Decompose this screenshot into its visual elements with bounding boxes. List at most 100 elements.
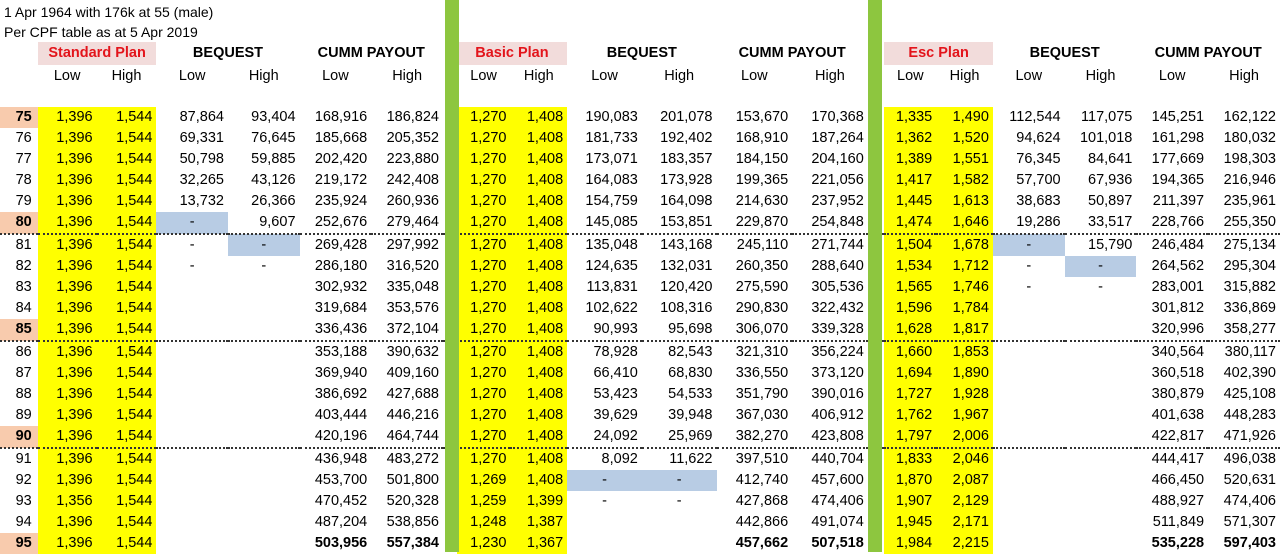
esc-cumm-payout-high-cell: 255,350 [1208, 212, 1280, 235]
esc-cumm-payout-low-cell: 301,812 [1151, 300, 1205, 316]
basic-payout-low-cell: 1,270 [456, 170, 511, 191]
basic-payout-high-cell: 1,408 [510, 234, 568, 256]
basic-bequest-low-cell: 181,733 [585, 130, 638, 146]
basic-bequest-low-cell: 113,831 [586, 279, 638, 295]
esc-payout-low-cell: 1,565 [884, 277, 937, 298]
esc-bequest-high-cell [1065, 512, 1137, 533]
esc-payout-low-cell: 1,945 [884, 512, 937, 533]
standard-bequest-high-cell [228, 512, 300, 533]
source-note: Per CPF table as at 5 Apr 2019 [4, 24, 198, 40]
basic-cumm-payout-low-cell: 245,110 [736, 237, 789, 253]
basic-payout-high-cell: 1,408 [510, 448, 568, 470]
standard-cumm-payout-low-cell: 336,436 [299, 319, 372, 342]
low-label: Low [741, 67, 768, 84]
standard-payout-high-cell: 1,544 [96, 212, 157, 235]
esc-cumm-payout-low-cell: 228,766 [1136, 212, 1209, 235]
standard-bequest-low-cell [156, 363, 228, 384]
basic-payout-header: CUMM PAYOUT [738, 45, 846, 61]
standard-cumm-payout-low-cell: 252,676 [299, 212, 372, 235]
esc-bequest-low-cell [993, 298, 1065, 319]
age-cell: 79 [15, 193, 32, 209]
esc-cumm-payout-high-cell: 295,304 [1223, 258, 1276, 274]
esc-bequest-high-cell: 84,641 [1088, 151, 1133, 167]
esc-payout-high-cell: 1,582 [936, 170, 993, 191]
standard-bequest-high-cell [228, 491, 300, 512]
standard-cumm-payout-low-cell: 168,916 [314, 109, 368, 125]
standard-payout-high-cell: 1,544 [96, 426, 157, 449]
esc-payout-low-cell: 1,417 [884, 170, 937, 191]
esc-cumm-payout-high-cell: 496,038 [1223, 451, 1276, 467]
standard-payout-low-cell: 1,396 [37, 170, 97, 191]
basic-bequest-low-cell: 90,993 [567, 319, 642, 342]
basic-bequest-low-cell: 8,092 [601, 451, 638, 467]
table-row: 82 1,396 1,544 - - 286,180 316,520 1,270 1,408 12… [0, 256, 1280, 277]
esc-cumm-payout-low-cell: 488,927 [1151, 493, 1205, 509]
standard-cumm-payout-high-cell: 427,688 [386, 386, 439, 402]
standard-cumm-payout-low-cell: 487,204 [314, 514, 368, 530]
standard-cumm-payout-low-cell: 503,956 [314, 535, 368, 551]
age-cell: 95 [0, 533, 38, 554]
age-cell: 83 [15, 279, 32, 295]
basic-cumm-payout-high-cell: 254,848 [792, 212, 868, 235]
basic-payout-low-cell: 1,270 [456, 191, 511, 212]
standard-payout-high-cell: 1,544 [96, 191, 157, 212]
standard-cumm-payout-low-cell: 386,692 [314, 386, 368, 402]
standard-bequest-low-cell [156, 491, 228, 512]
standard-payout-high-cell: 1,544 [96, 448, 157, 470]
esc-payout-low-cell: 1,870 [884, 470, 937, 491]
standard-bequest-high-cell: 26,366 [251, 193, 296, 209]
standard-payout-low-cell: 1,396 [37, 256, 97, 277]
age-cell: 80 [0, 212, 38, 235]
basic-payout-low-cell: 1,270 [456, 107, 511, 128]
standard-cumm-payout-high-cell: 353,576 [386, 300, 439, 316]
standard-bequest-high-cell [228, 470, 300, 491]
standard-payout-high-cell: 1,544 [96, 341, 157, 363]
green-divider-1 [445, 0, 459, 552]
esc-bequest-low-cell: 38,683 [1016, 193, 1061, 209]
standard-bequest-low-cell: 50,798 [179, 151, 224, 167]
basic-payout-low-cell: 1,270 [456, 128, 511, 149]
basic-cumm-payout-high-cell: 440,704 [811, 451, 864, 467]
basic-payout-low-cell: 1,270 [456, 426, 511, 449]
basic-cumm-payout-low-cell: 275,590 [735, 279, 789, 295]
standard-payout-high-cell: 1,544 [96, 234, 157, 256]
esc-bequest-low-cell: 94,624 [1016, 130, 1061, 146]
table-row: 76 1,396 1,544 69,331 76,645 185,668 205,352 1,… [0, 128, 1280, 149]
basic-payout-high-cell: 1,408 [510, 277, 568, 298]
scenario-title: 1 Apr 1964 with 176k at 55 (male) [4, 4, 214, 20]
basic-bequest-high-cell: 192,402 [660, 130, 713, 146]
esc-bequest-high-cell [1065, 405, 1137, 426]
low-label: Low [322, 67, 349, 84]
basic-bequest-low-cell: 124,635 [585, 258, 638, 274]
low-label: Low [591, 67, 618, 84]
high-label: High [664, 67, 695, 84]
standard-bequest-high-cell [228, 533, 300, 554]
standard-payout-low-cell: 1,396 [37, 470, 97, 491]
esc-bequest-high-cell: 15,790 [1088, 237, 1133, 253]
esc-bequest-header: BEQUEST [1029, 45, 1100, 61]
esc-bequest-low-cell [993, 470, 1065, 491]
esc-payout-header: CUMM PAYOUT [1154, 45, 1262, 61]
standard-bequest-low-cell [156, 533, 228, 554]
standard-payout-low-cell: 1,396 [37, 319, 97, 342]
standard-cumm-payout-low-cell: 353,188 [314, 344, 368, 360]
table-row: 95 1,396 1,544 503,956 557,384 1,230 1,367 457,… [0, 533, 1280, 554]
basic-payout-high-cell: 1,408 [510, 298, 568, 319]
esc-bequest-high-cell [1065, 341, 1137, 363]
basic-payout-high-cell: 1,408 [510, 212, 568, 235]
standard-payout-high-cell: 1,544 [96, 405, 157, 426]
esc-payout-low-cell: 1,660 [884, 341, 937, 363]
esc-plan-header: Esc Plan [884, 42, 993, 65]
basic-payout-low-cell: 1,248 [456, 512, 511, 533]
age-cell: 82 [15, 258, 32, 274]
esc-cumm-payout-low-cell: 535,228 [1151, 535, 1205, 551]
basic-cumm-payout-low-cell: 457,662 [735, 535, 789, 551]
basic-cumm-payout-low-cell: 397,510 [735, 451, 789, 467]
standard-cumm-payout-low-cell: 269,428 [314, 237, 368, 253]
esc-cumm-payout-low-cell: 177,669 [1151, 151, 1205, 167]
standard-cumm-payout-high-cell: 297,992 [386, 237, 439, 253]
esc-payout-high-cell: 2,129 [936, 491, 993, 512]
esc-cumm-payout-high-cell: 315,882 [1223, 279, 1276, 295]
basic-bequest-low-cell: 145,085 [567, 212, 642, 235]
esc-cumm-payout-low-cell: 145,251 [1151, 109, 1205, 125]
